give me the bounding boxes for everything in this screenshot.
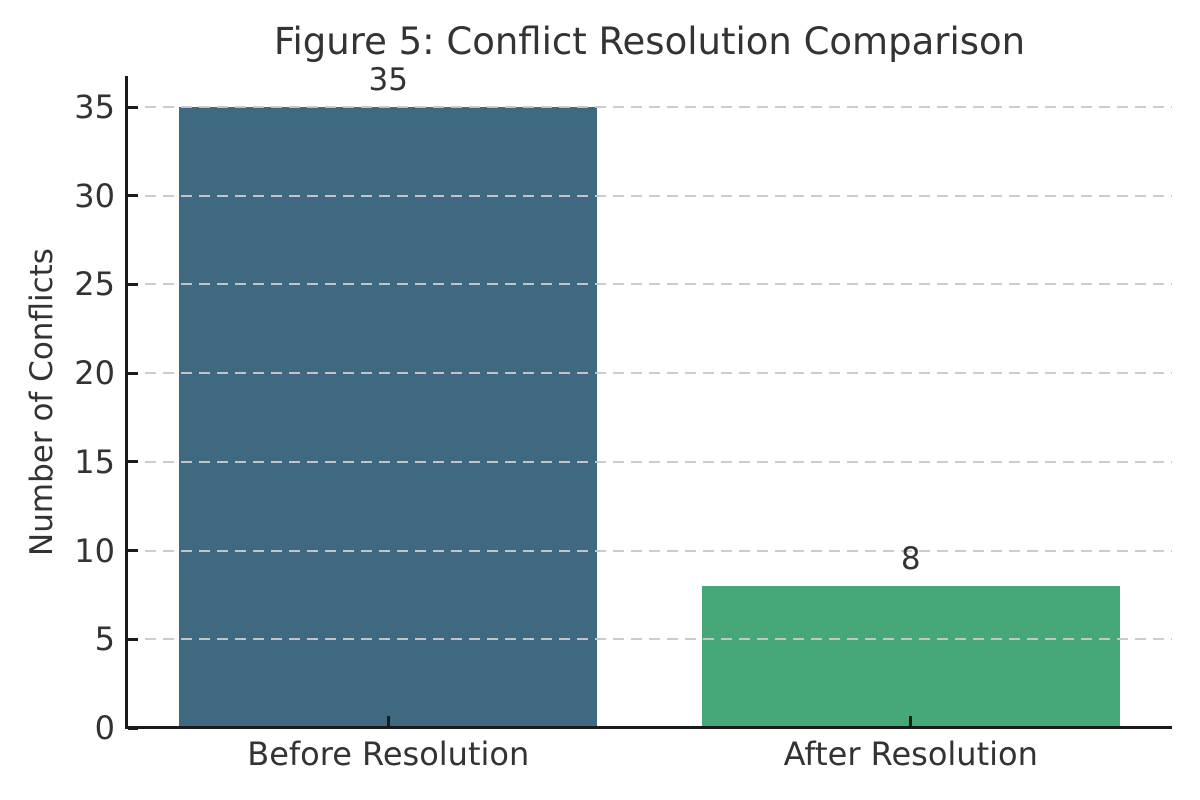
y-tick-mark-5	[128, 637, 138, 641]
y-tick-label-10: 10	[74, 531, 115, 570]
bar-value-label-2: 8	[900, 541, 921, 578]
gridline-y-15	[127, 460, 1172, 463]
y-tick-label-35: 35	[74, 88, 115, 127]
y-tick-mark-15	[128, 460, 138, 464]
plot-area	[127, 76, 1172, 728]
bar-1	[179, 107, 598, 728]
y-axis-spine	[125, 76, 128, 729]
bar-2	[701, 586, 1120, 728]
gridline-y-20	[127, 372, 1172, 375]
y-tick-label-5: 5	[94, 620, 115, 659]
x-tick-mark-2	[909, 716, 913, 726]
y-tick-mark-0	[128, 726, 138, 730]
y-tick-label-20: 20	[74, 354, 115, 393]
gridline-y-5	[127, 638, 1172, 641]
y-tick-mark-30	[128, 194, 138, 198]
x-tick-label-1: Before Resolution	[247, 735, 530, 773]
x-axis-spine	[125, 726, 1172, 729]
gridline-y-25	[127, 283, 1172, 286]
bar-value-label-1: 35	[368, 62, 408, 99]
gridline-y-30	[127, 194, 1172, 197]
y-tick-mark-10	[128, 549, 138, 553]
gridline-y-10	[127, 549, 1172, 552]
x-tick-mark-1	[386, 716, 390, 726]
y-tick-label-15: 15	[74, 442, 115, 481]
gridline-y-35	[127, 106, 1172, 109]
y-tick-label-25: 25	[74, 265, 115, 304]
x-tick-label-2: After Resolution	[783, 735, 1038, 773]
y-tick-mark-20	[128, 371, 138, 375]
y-tick-label-30: 30	[74, 176, 115, 215]
chart-title: Figure 5: Conflict Resolution Comparison	[273, 20, 1026, 63]
y-tick-mark-25	[128, 282, 138, 286]
y-tick-label-0: 0	[94, 709, 115, 747]
y-tick-mark-35	[128, 105, 138, 109]
